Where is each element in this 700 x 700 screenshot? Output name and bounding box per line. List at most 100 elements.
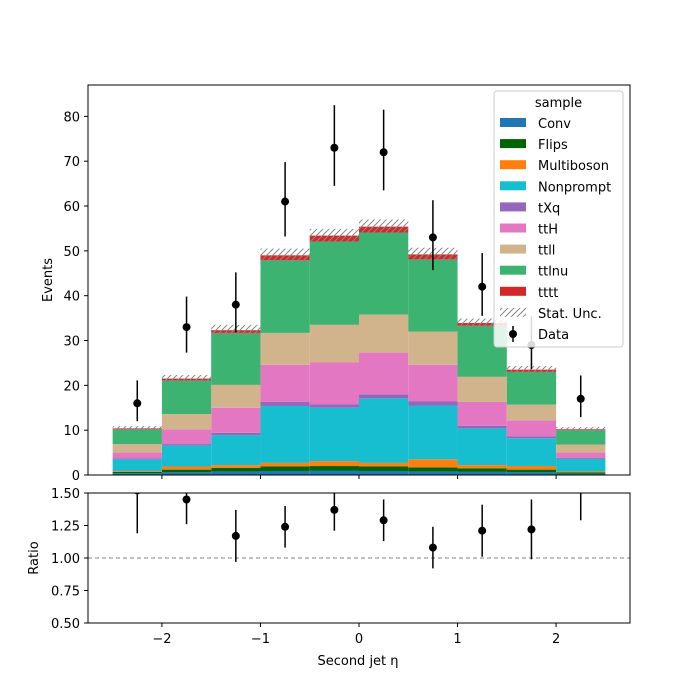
- bar-tth: [161, 429, 212, 445]
- series-nonprompt: [112, 398, 606, 472]
- bar-conv: [309, 470, 359, 475]
- bar-tth: [457, 401, 507, 426]
- bar-conv: [211, 471, 261, 475]
- y-tick-label: 80: [63, 110, 80, 125]
- legend-label-tth: ttH: [538, 223, 558, 238]
- bar-conv: [112, 473, 162, 475]
- bar-nonprompt: [161, 445, 212, 467]
- bar-ttll: [211, 384, 261, 408]
- bar-txq: [457, 425, 507, 429]
- x-axis-label: Second jet η: [317, 654, 398, 669]
- main-panel: 0 10 20 30 40 50 60 70 80: [63, 84, 631, 484]
- bar-txq: [556, 457, 606, 459]
- bar-flips: [457, 468, 507, 472]
- bar-ttlnu: [408, 259, 458, 332]
- ratio-y-tick-label: 1.25: [51, 520, 80, 535]
- stat-unc-band: [112, 426, 162, 431]
- bar-nonprompt: [211, 435, 261, 466]
- bar-ttll: [161, 414, 212, 430]
- bar-txq: [309, 404, 359, 408]
- legend-swatch-txq: [500, 202, 526, 212]
- y-tick-label: 10: [63, 424, 80, 439]
- bar-flips: [260, 466, 310, 471]
- stat-unc-band: [359, 219, 409, 234]
- bar-tth: [359, 352, 409, 395]
- data-point: [379, 148, 388, 157]
- bar-multiboson: [260, 462, 310, 467]
- legend-box: [493, 90, 624, 348]
- series-flips: [112, 466, 606, 474]
- main-plot-area: [112, 105, 606, 475]
- bar-ttlnu: [112, 429, 162, 445]
- bar-ttlnu: [309, 241, 359, 325]
- bar-tth: [260, 364, 310, 402]
- legend-label-nonprompt: Nonprompt: [538, 180, 611, 195]
- bar-nonprompt: [112, 459, 162, 471]
- bar-ttll: [359, 314, 409, 353]
- y-tick-label: 70: [63, 155, 80, 170]
- data-point: [478, 282, 487, 291]
- legend-swatch-tttt: [500, 286, 526, 296]
- ratio-y-tick-label: 0.50: [51, 617, 80, 632]
- bar-txq: [506, 436, 557, 439]
- series-multiboson: [112, 459, 606, 473]
- bar-tth: [556, 452, 606, 458]
- series-tth: [112, 352, 606, 459]
- legend-title: sample: [535, 96, 582, 111]
- bar-txq: [112, 458, 162, 460]
- x-tick-label: 1: [453, 632, 461, 647]
- bar-multiboson: [161, 466, 212, 470]
- bar-tth: [211, 407, 261, 433]
- legend-swatch-nonprompt: [500, 181, 526, 191]
- bar-tth: [112, 452, 162, 459]
- data-point: [231, 300, 240, 309]
- ratio-point: [379, 516, 388, 525]
- bar-multiboson: [556, 471, 606, 473]
- ratio-point: [527, 525, 536, 534]
- y-tick-label: 20: [63, 379, 80, 394]
- bar-nonprompt: [556, 458, 606, 472]
- series-ttlnu: [112, 232, 606, 445]
- legend-swatch-multiboson: [500, 160, 526, 170]
- bar-multiboson: [408, 459, 458, 468]
- bar-flips: [556, 472, 606, 474]
- legend-data-marker: [509, 330, 517, 338]
- bar-multiboson: [112, 470, 162, 472]
- bar-multiboson: [211, 465, 261, 468]
- bar-conv: [556, 473, 606, 475]
- ratio-y-tick-label: 1.00: [51, 552, 80, 567]
- legend-swatch-ttlnu: [500, 265, 526, 275]
- legend-swatch-tth: [500, 223, 526, 233]
- bar-tth: [408, 364, 458, 402]
- ratio-point: [478, 526, 487, 535]
- y-tick-label: 40: [63, 290, 80, 305]
- stat-unc-band: [556, 427, 606, 432]
- data-point: [133, 399, 142, 408]
- bar-nonprompt: [408, 405, 458, 460]
- bar-flips: [506, 469, 557, 473]
- ratio-point: [330, 505, 339, 514]
- stat-unc-band: [309, 228, 359, 243]
- bar-flips: [309, 466, 359, 471]
- data-point: [428, 233, 437, 242]
- bar-conv: [359, 470, 409, 475]
- ratio-y-tick-label: 0.75: [51, 585, 80, 600]
- ratio-point: [182, 495, 191, 504]
- bar-conv: [506, 472, 557, 475]
- bar-ttll: [457, 376, 507, 402]
- x-tick-label: 2: [552, 632, 560, 647]
- legend-swatch-flips: [500, 139, 526, 149]
- bar-multiboson: [506, 466, 557, 470]
- ratio-point: [428, 543, 437, 552]
- y-tick-label: 50: [63, 245, 80, 260]
- legend-swatch-conv: [500, 118, 526, 127]
- data-point: [330, 143, 339, 152]
- data-point: [576, 394, 585, 403]
- bar-nonprompt: [260, 405, 310, 463]
- bar-flips: [112, 471, 162, 474]
- bar-multiboson: [309, 461, 359, 467]
- stat-unc-band: [457, 318, 507, 328]
- bar-conv: [457, 471, 507, 475]
- ratio-point: [231, 531, 240, 540]
